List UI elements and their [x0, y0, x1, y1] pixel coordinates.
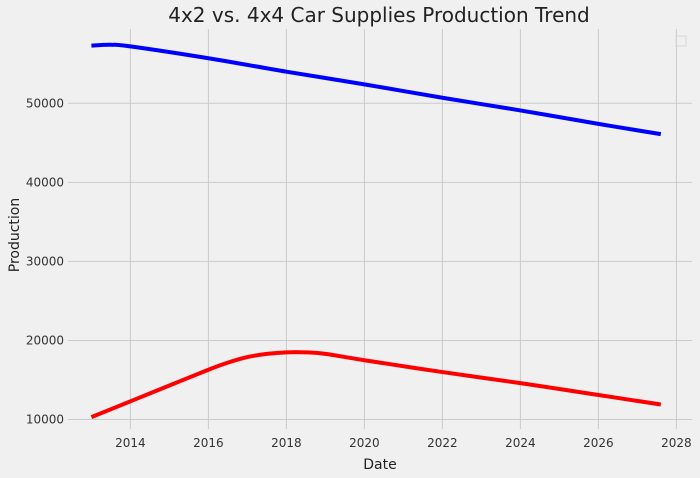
x-tick-label: 2020 — [349, 436, 380, 450]
y-axis-label: Production — [7, 198, 23, 272]
x-axis-label: Date — [363, 457, 396, 473]
chart-title: 4x2 vs. 4x4 Car Supplies Production Tren… — [168, 3, 590, 27]
legend-box — [675, 35, 687, 47]
y-tick-label: 50000 — [26, 96, 64, 110]
x-tick-label: 2022 — [427, 436, 458, 450]
grid — [68, 29, 692, 429]
x-tick-label: 2014 — [115, 436, 146, 450]
y-tick-label: 10000 — [26, 413, 64, 427]
y-tick-label: 30000 — [26, 254, 64, 268]
x-tick-label: 2028 — [661, 436, 692, 450]
x-tick-label: 2018 — [271, 436, 302, 450]
y-tick-label: 20000 — [26, 333, 64, 347]
x-tick-label: 2016 — [193, 436, 224, 450]
x-tick-label: 2024 — [505, 436, 536, 450]
y-tick-label: 40000 — [26, 175, 64, 189]
series-group — [90, 42, 662, 419]
series-line-red — [90, 350, 662, 419]
x-tick-labels: 2014 2016 2018 2020 2022 2024 2026 2028 — [115, 436, 692, 450]
x-tick-label: 2026 — [583, 436, 614, 450]
y-tick-labels: 10000 20000 30000 40000 50000 — [26, 96, 64, 426]
series-line-blue — [91, 42, 662, 137]
